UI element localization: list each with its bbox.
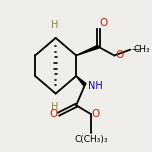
Text: O: O	[49, 109, 57, 119]
Text: H: H	[51, 102, 59, 112]
Polygon shape	[76, 45, 99, 55]
Text: C(CH₃)₃: C(CH₃)₃	[74, 135, 108, 144]
Text: O: O	[115, 50, 123, 60]
Polygon shape	[76, 76, 86, 86]
Text: O: O	[99, 18, 107, 28]
Text: NH: NH	[88, 81, 102, 91]
Text: CH₃: CH₃	[133, 45, 150, 54]
Text: O: O	[92, 109, 100, 119]
Text: —: —	[132, 45, 140, 54]
Text: H: H	[51, 20, 59, 30]
